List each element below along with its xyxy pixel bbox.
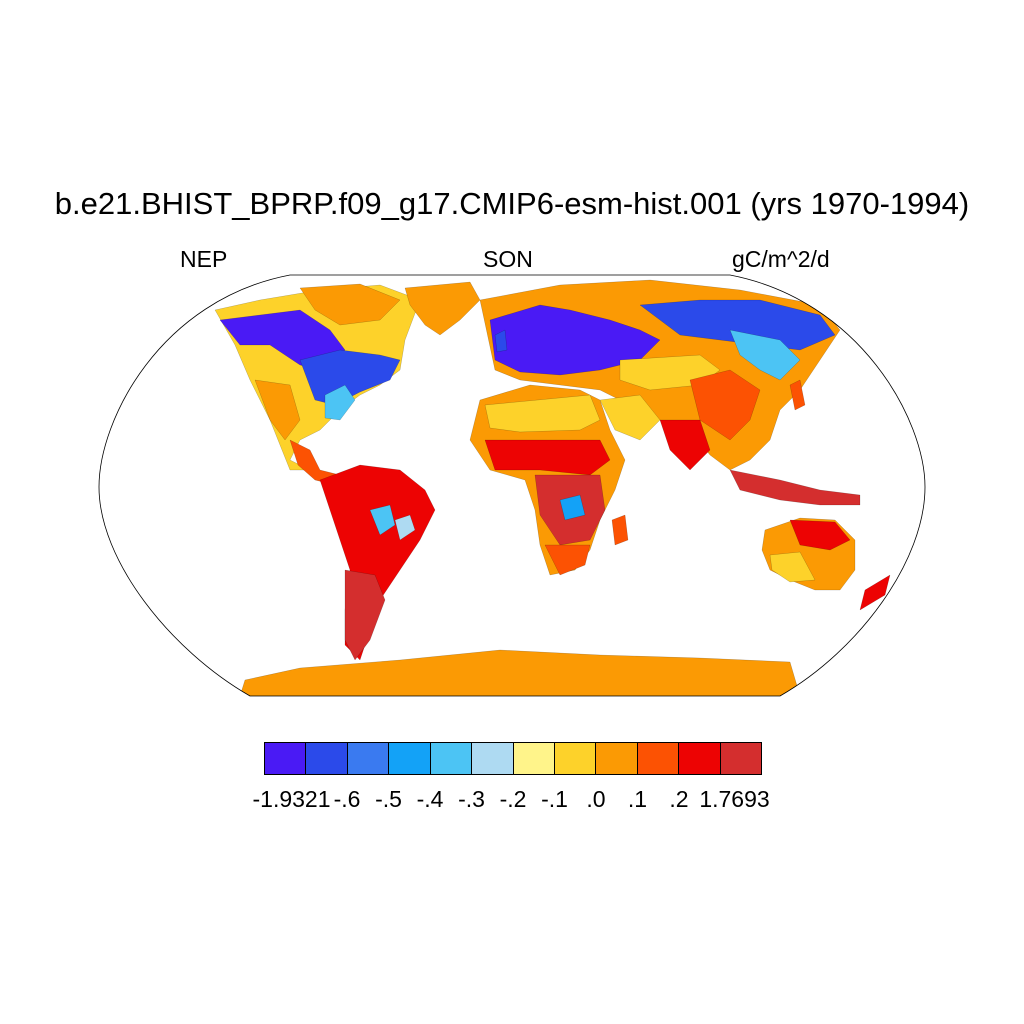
colorbar-label: .0: [586, 786, 606, 812]
colorbar-swatch: [429, 742, 473, 775]
plot-title: b.e21.BHIST_BPRP.f09_g17.CMIP6-esm-hist.…: [54, 186, 970, 221]
colorbar-label: -.2: [499, 786, 527, 812]
colorbar-label: -.1: [541, 786, 568, 812]
na-arctic: [299, 283, 401, 326]
season-label: SON: [483, 246, 533, 272]
australia-north-red: [789, 519, 851, 551]
na-southwest: [254, 379, 301, 441]
colorbar-swatch: [512, 742, 555, 775]
na-light-east: [324, 384, 356, 421]
europe-blue: [489, 304, 661, 376]
units-label: gC/m^2/d: [732, 246, 830, 272]
new-zealand: [859, 574, 891, 611]
colorbar-label: -1.9321: [252, 786, 331, 812]
japan: [789, 379, 806, 411]
globe-outline: [98, 274, 926, 697]
colorbar-swatch: [305, 742, 348, 775]
colorbar-swatch: [636, 742, 680, 775]
africa-blue-patch: [559, 494, 586, 521]
colorbar-swatch: [719, 742, 763, 775]
africa-south: [544, 544, 591, 576]
africa-sahara-yellow: [484, 394, 601, 433]
madagascar: [611, 514, 629, 546]
sa-south-patch: [344, 569, 386, 661]
colorbar-label: .1: [627, 786, 648, 812]
siberia-light: [729, 329, 801, 381]
colorbar-swatch: [471, 742, 514, 775]
colorbar: [264, 742, 763, 775]
maritime-se-asia: [729, 469, 861, 506]
colorbar-swatch: [678, 742, 721, 775]
antarctica: [239, 649, 801, 696]
colorbar-label: -.4: [416, 786, 444, 812]
uk: [494, 329, 508, 353]
colorbar-label: -.3: [458, 786, 485, 812]
colorbar-swatch: [388, 742, 431, 775]
colorbar-label: .2: [669, 786, 689, 812]
variable-label: NEP: [180, 246, 228, 272]
na-east-band: [299, 349, 401, 406]
colorbar-swatch: [264, 742, 307, 775]
colorbar-swatch: [595, 742, 638, 775]
colorbar-swatch: [553, 742, 597, 775]
sa-blue-patch: [369, 504, 396, 536]
colorbar-label: -.5: [375, 786, 402, 812]
australia-south-yellow: [769, 551, 816, 583]
africa-sahel-red: [484, 439, 611, 476]
colorbar-label: -.6: [333, 786, 361, 812]
siberia-blue: [639, 299, 836, 351]
south-america-base: [319, 464, 436, 661]
sa-light-patch: [394, 514, 416, 541]
india-red: [659, 419, 711, 471]
colorbar-label: 1.7693: [699, 786, 770, 812]
colorbar-swatch: [346, 742, 390, 775]
arabia: [599, 394, 661, 441]
greenland: [404, 281, 481, 336]
